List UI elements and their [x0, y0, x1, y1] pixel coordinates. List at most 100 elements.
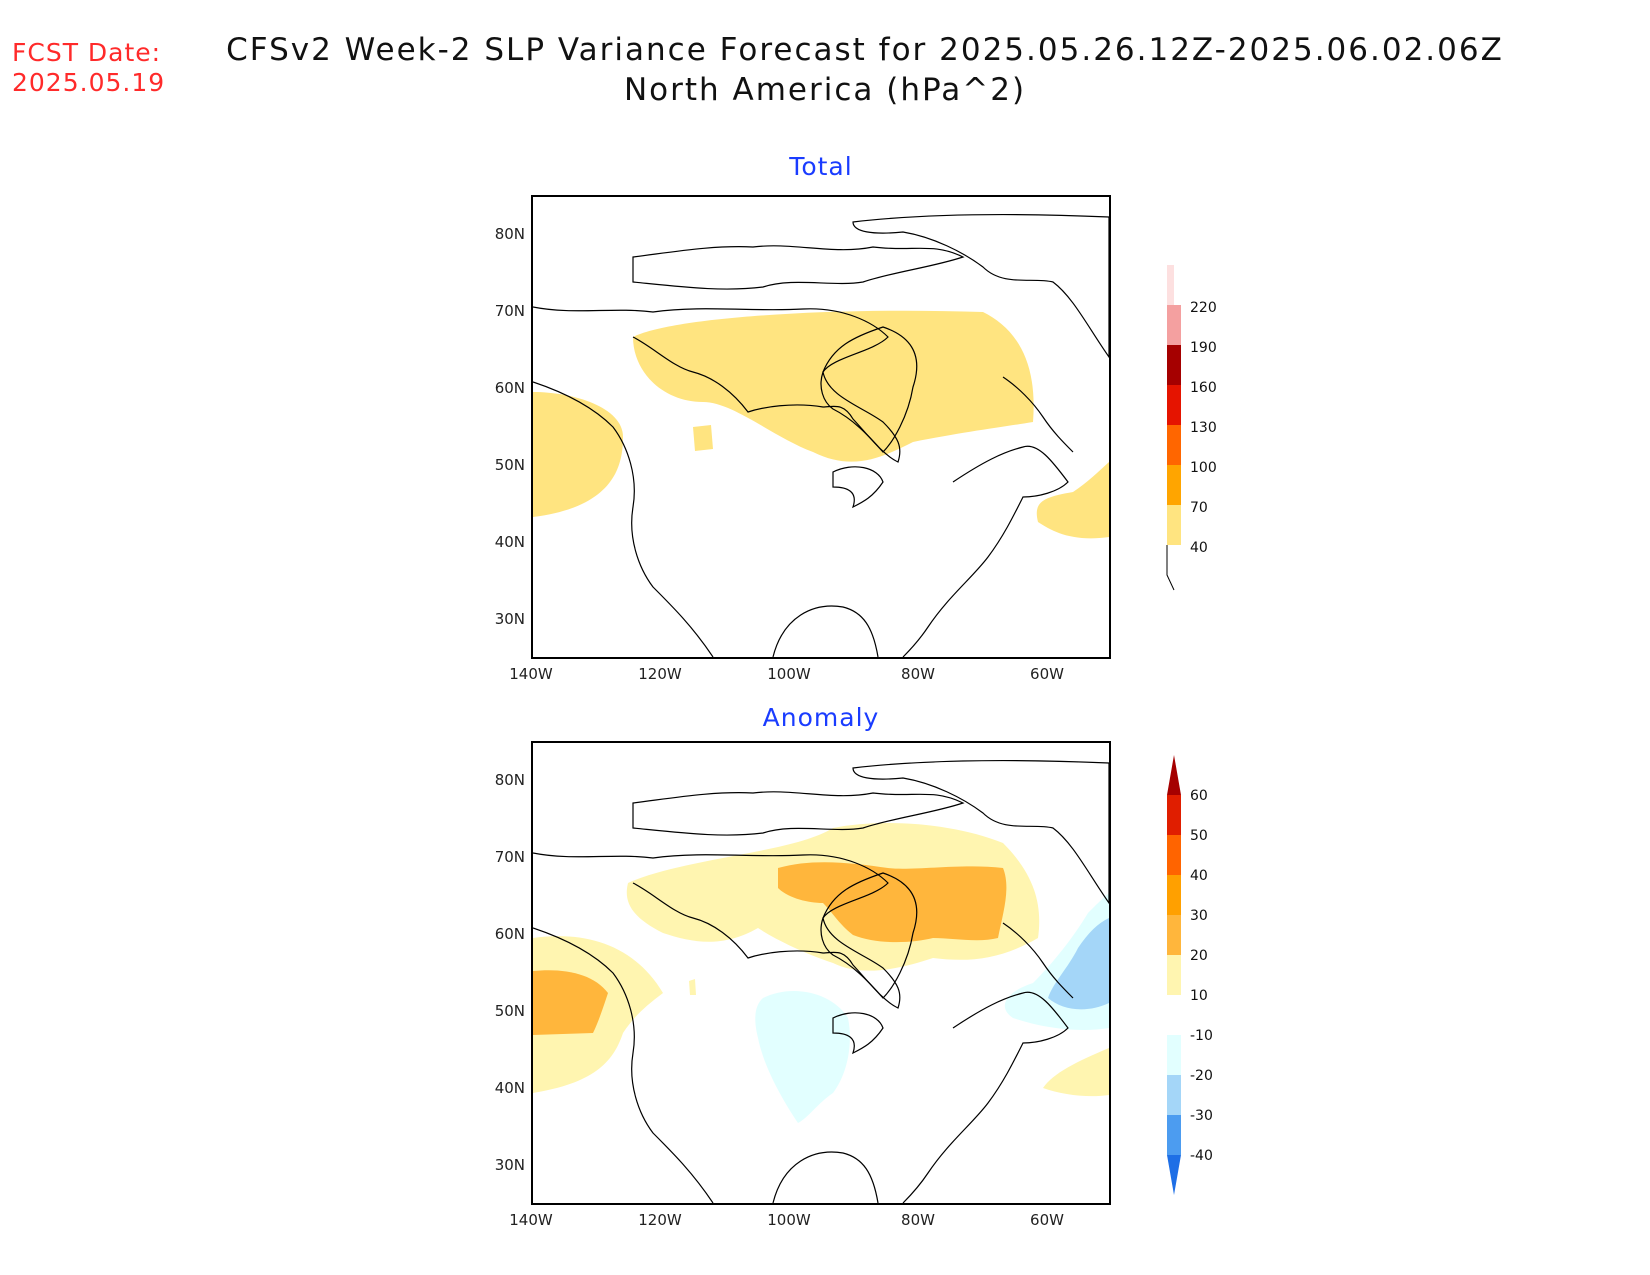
coastline-east [902, 445, 1069, 657]
ylabel-30n: 30N [494, 610, 525, 628]
xlabel-60w-2: 60W [1030, 1211, 1064, 1229]
xlabel-80w-2: 80W [901, 1211, 935, 1229]
coastline-greenland [852, 213, 1109, 359]
cbar-anom-band-neg30 [1167, 1115, 1181, 1155]
coastline-arctic-islands [632, 245, 965, 290]
cbar-total-label-100: 100 [1190, 460, 1217, 476]
cbar-total-label-220: 220 [1190, 300, 1217, 316]
ylabel-30n-2: 30N [494, 1156, 525, 1174]
coastline-west-2 [533, 927, 714, 1203]
coastline-labrador-2 [1002, 922, 1074, 999]
cbar-anom-band-20-30 [1167, 915, 1181, 955]
coastline-hudson-bay [820, 326, 918, 453]
cbar-anom-band-10-20 [1167, 955, 1181, 995]
cbar-total-band-190-220 [1167, 305, 1181, 345]
cbar-total-top-tip [1167, 265, 1174, 305]
map-panel-anomaly [531, 741, 1111, 1205]
cbar-anom-label-neg40: -40 [1190, 1148, 1213, 1164]
coastline-great-lakes [832, 466, 884, 509]
title-line-2: North America (hPa^2) [623, 72, 1027, 108]
ylabel-80n-2: 80N [494, 771, 525, 789]
anom-region-plains-neg [755, 990, 850, 1123]
ylabel-40n-2: 40N [494, 1079, 525, 1097]
cbar-total-band-160-190 [1167, 345, 1181, 385]
xlabel-100w-2: 100W [767, 1211, 811, 1229]
ylabel-80n: 80N [494, 225, 525, 243]
xlabel-140w-2: 140W [509, 1211, 553, 1229]
xlabel-120w: 120W [638, 665, 682, 683]
map-total-svg [533, 213, 1109, 657]
cbar-anom-label-60: 60 [1190, 788, 1208, 804]
colorbar-total [1166, 265, 1181, 591]
title-line-1: CFSv2 Week-2 SLP Variance Forecast for 2… [226, 32, 1504, 68]
colorbar-anomaly [1167, 755, 1181, 1195]
ylabel-70n: 70N [494, 302, 525, 320]
panel-title-total: Total [789, 152, 853, 181]
cbar-total-band-100-130 [1167, 425, 1181, 465]
cbar-anom-label-10: 10 [1190, 988, 1208, 1004]
ylabel-70n-2: 70N [494, 848, 525, 866]
coastline-north-america [533, 306, 901, 463]
cbar-total-label-160: 160 [1190, 380, 1217, 396]
anom-region-small-pos [689, 979, 696, 995]
total-region-pacific [533, 392, 623, 517]
ylabel-60n: 60N [494, 379, 525, 397]
cbar-total-label-70: 70 [1190, 500, 1208, 516]
coastline-gulf [772, 605, 879, 657]
ylabel-50n: 50N [494, 456, 525, 474]
xlabel-80w: 80W [901, 665, 935, 683]
cbar-anom-label-20: 20 [1190, 948, 1208, 964]
forecast-date-block: FCST Date: 2025.05.19 [12, 38, 165, 98]
coastline-labrador [1002, 376, 1074, 453]
coastline-west [533, 381, 714, 657]
coastline-north-america-2 [533, 852, 901, 1009]
ylabel-50n-2: 50N [494, 1002, 525, 1020]
cbar-total-label-130: 130 [1190, 420, 1217, 436]
panel-title-anomaly: Anomaly [762, 703, 880, 732]
cbar-anom-band-30-40 [1167, 875, 1181, 915]
cbar-total-band-40-70 [1167, 505, 1181, 545]
cbar-anom-label-40: 40 [1190, 868, 1208, 884]
map-panel-total [531, 195, 1111, 659]
coastline-hudson-bay-2 [820, 872, 918, 999]
cbar-total-bottom-tip [1166, 545, 1175, 591]
anom-region-labrador-neg-20 [1048, 918, 1109, 1010]
cbar-anom-band-neutral [1167, 995, 1181, 1035]
cbar-anom-label-neg30: -30 [1190, 1108, 1213, 1124]
coastline-gulf-2 [772, 1151, 879, 1203]
ylabel-60n-2: 60N [494, 925, 525, 943]
anom-region-canada-20-30 [778, 862, 1007, 943]
map-anomaly-svg [533, 759, 1109, 1203]
cbar-anom-label-neg10: -10 [1190, 1028, 1213, 1044]
cbar-total-label-40: 40 [1190, 540, 1208, 556]
total-coastlines [533, 213, 1109, 657]
cbar-anom-band-50-60 [1167, 795, 1181, 835]
cbar-total-band-130-160 [1167, 385, 1181, 425]
cbar-anom-band-40-50 [1167, 835, 1181, 875]
cbar-anom-label-30: 30 [1190, 908, 1208, 924]
xlabel-120w-2: 120W [638, 1211, 682, 1229]
cbar-anom-bottom-tip [1167, 1155, 1181, 1195]
total-region-atlantic [1036, 462, 1109, 539]
fcst-date-value: 2025.05.19 [12, 68, 166, 97]
fcst-date-label: FCST Date: [12, 38, 162, 67]
cbar-total-band-70-100 [1167, 465, 1181, 505]
coastline-greenland-2 [852, 759, 1109, 905]
coastline-great-lakes-2 [832, 1012, 884, 1055]
cbar-total-label-190: 190 [1190, 340, 1217, 356]
coastline-east-2 [902, 991, 1069, 1203]
coastline-arctic-islands-2 [632, 791, 965, 836]
cbar-anom-label-50: 50 [1190, 828, 1208, 844]
cbar-anom-top-tip [1167, 755, 1181, 795]
ylabel-40n: 40N [494, 533, 525, 551]
anom-region-atlantic-pos [1043, 1048, 1109, 1097]
anomaly-coastlines [533, 759, 1109, 1203]
cbar-anom-label-neg20: -20 [1190, 1068, 1213, 1084]
anom-region-pacific-20-30 [533, 970, 608, 1035]
xlabel-60w: 60W [1030, 665, 1064, 683]
total-region-canada [633, 310, 1034, 462]
total-region-small [693, 425, 713, 451]
cbar-anom-band-neg20 [1167, 1075, 1181, 1115]
cbar-anom-band-neg10 [1167, 1035, 1181, 1075]
xlabel-140w: 140W [509, 665, 553, 683]
